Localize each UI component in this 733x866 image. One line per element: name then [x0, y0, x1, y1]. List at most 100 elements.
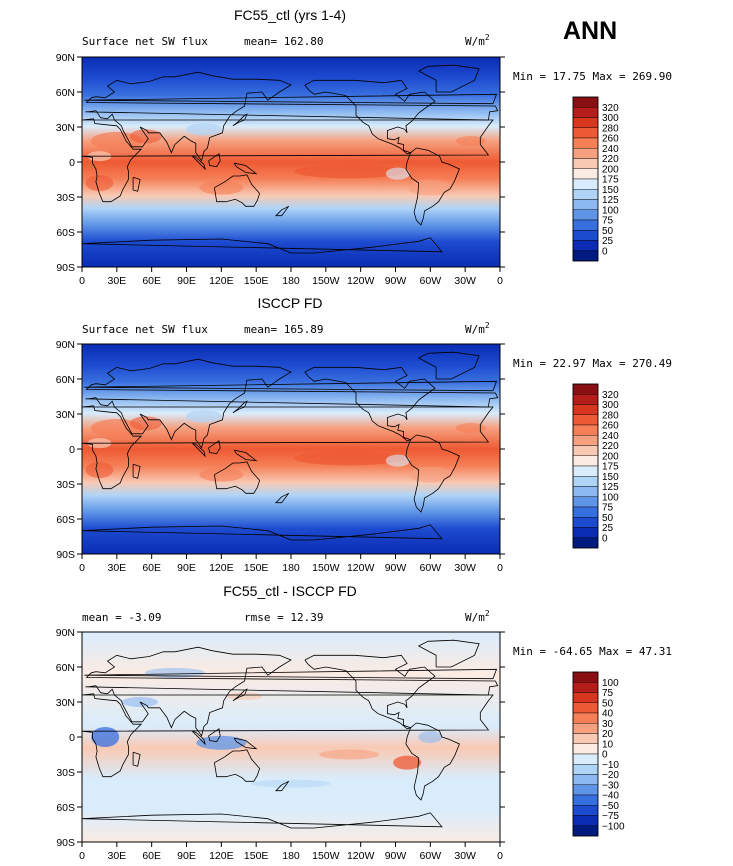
colorbar-swatch	[572, 189, 599, 200]
lat-tick-label: 0	[69, 157, 75, 169]
coastline	[417, 639, 480, 668]
colorbar-swatch	[572, 107, 599, 118]
panel-3-title: FC55_ctl - ISCCP FD	[223, 583, 357, 599]
lat-tick-label: 60N	[56, 374, 75, 386]
lat-tick-label: 30N	[56, 697, 75, 709]
field-anomaly	[455, 423, 486, 433]
colorbar-swatch	[572, 506, 599, 518]
lon-tick-label: 150E	[244, 850, 269, 862]
lat-tick-label: 60S	[56, 227, 75, 239]
colorbar-level-label: 125	[602, 482, 619, 493]
field-anomaly	[393, 755, 422, 770]
lon-tick-label: 150W	[312, 275, 340, 287]
panel-2-map: 90N 60N 30N 0 30S 60S 90S 0 30E 60E 90E 120E 150E 180…	[56, 339, 505, 574]
colorbar-swatch	[572, 743, 599, 755]
colorbar-swatch	[572, 805, 599, 816]
colorbar-level-label: 0	[602, 750, 608, 761]
coastline	[304, 366, 436, 442]
coastline	[208, 153, 221, 168]
coastline	[82, 693, 494, 778]
field-anomaly	[385, 454, 410, 467]
field-anomaly	[455, 136, 486, 146]
colorbar-level-label: 40	[602, 709, 614, 720]
lon-tick-label: 120W	[347, 562, 375, 574]
panel-3-minmax: Min = -64.65 Max = 47.31	[513, 645, 672, 658]
colorbar-swatch	[572, 209, 599, 221]
coastline	[232, 688, 248, 702]
colorbar-level-label: 20	[602, 729, 614, 740]
lon-tick-label: 150E	[244, 275, 269, 287]
field-anomaly	[294, 451, 405, 466]
colorbar-level-label: 175	[602, 462, 619, 473]
colorbar-level-label: 280	[602, 410, 619, 421]
lon-tick-label: 120W	[347, 275, 375, 287]
colorbar-level-label: 200	[602, 164, 619, 175]
colorbar-level-label: 260	[602, 421, 619, 432]
lon-tick-label: 30E	[107, 850, 126, 862]
lat-tick-label: 90S	[56, 837, 75, 849]
panel-1: FC55_ctl (yrs 1-4) Surface net SW flux m…	[56, 7, 672, 287]
lon-tick-label: 60E	[142, 850, 161, 862]
coastline	[192, 442, 206, 458]
lon-tick-label: 30E	[107, 562, 126, 574]
colorbar-swatch	[572, 250, 599, 262]
lat-tick-label: 30S	[56, 767, 75, 779]
colorbar-level-label: −75	[602, 811, 619, 822]
lat-tick-label: 30S	[56, 192, 75, 204]
colorbar-level-label: 25	[602, 523, 614, 534]
panel-3-rmse-label: rmse = 12.39	[244, 611, 323, 624]
colorbar-swatch	[572, 414, 599, 426]
coastline	[84, 668, 498, 680]
lon-tick-label: 90W	[385, 562, 407, 574]
colorbar-swatch	[572, 753, 599, 765]
panel-2-mean-label: mean= 165.89	[244, 323, 323, 336]
map-field	[82, 57, 500, 267]
colorbar-level-label: 0	[602, 533, 608, 544]
panel-3-map: 90N 60N 30N 0 30S 60S 90S 0 30E 60E 90E 120E 150E 180…	[56, 627, 505, 862]
coastline	[405, 434, 460, 513]
lat-tick-label: 0	[69, 732, 75, 744]
field-anomaly	[196, 735, 247, 750]
panel-1-variable-label: Surface net SW flux	[82, 35, 208, 48]
field-anomaly	[408, 466, 453, 483]
colorbar-level-label: 220	[602, 154, 619, 165]
colorbar-level-label: 150	[602, 472, 619, 483]
colorbar-swatch	[572, 117, 599, 128]
colorbar-swatch	[572, 199, 599, 210]
colorbar-swatch	[572, 784, 599, 796]
colorbar-swatch	[572, 702, 599, 714]
colorbar-swatch	[572, 692, 599, 703]
lat-tick-label: 90N	[56, 339, 75, 351]
field-anomaly	[294, 164, 405, 179]
coastline	[208, 728, 221, 743]
colorbar-swatch	[572, 815, 599, 826]
lat-tick-label: 90N	[56, 627, 75, 639]
colorbar-level-label: 240	[602, 144, 619, 155]
lat-tick-label: 30N	[56, 409, 75, 421]
colorbar-swatch	[572, 733, 599, 744]
panel-1-units: W/m2	[465, 33, 490, 48]
colorbar-level-label: 320	[602, 103, 619, 114]
colorbar-swatch	[572, 527, 599, 538]
colorbar-level-label: 220	[602, 441, 619, 452]
colorbar-level-label: 10	[602, 739, 614, 750]
lon-tick-label: 30E	[107, 275, 126, 287]
colorbar-level-label: 280	[602, 123, 619, 134]
colorbar-level-label: 30	[602, 719, 614, 730]
coastline	[274, 205, 290, 217]
colorbar-level-label: 260	[602, 134, 619, 145]
lon-tick-label: 90E	[177, 850, 196, 862]
lon-tick-label: 120W	[347, 850, 375, 862]
lat-tick-label: 60N	[56, 87, 75, 99]
coastline	[214, 461, 261, 494]
coastline	[84, 93, 498, 105]
lon-tick-label: 120E	[209, 562, 234, 574]
colorbar-level-label: 0	[602, 246, 608, 257]
lat-tick-label: 60N	[56, 662, 75, 674]
lat-tick-label: 90S	[56, 262, 75, 274]
colorbar-swatch	[572, 148, 599, 159]
field-anomaly	[408, 179, 453, 196]
panel-3-mean-label: mean = -3.09	[82, 611, 161, 624]
coastline	[85, 358, 499, 449]
